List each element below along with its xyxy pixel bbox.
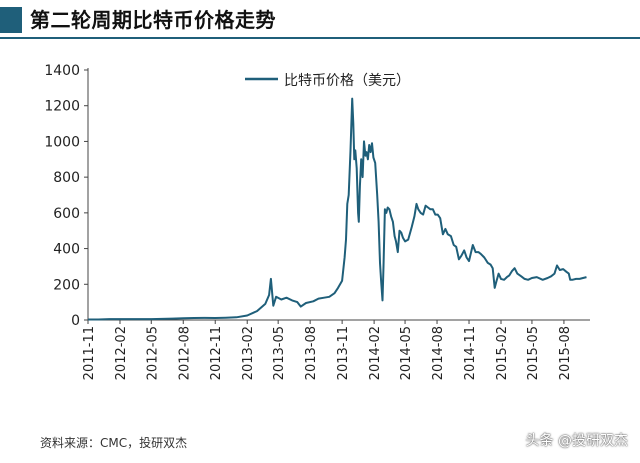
x-tick-label: 2013-05 (272, 326, 287, 380)
x-tick-label: 2014-11 (463, 326, 478, 380)
chart-legend: 比特币价格（美元） (245, 73, 410, 89)
title-accent-block (0, 7, 22, 33)
y-tick-label: 400 (53, 242, 80, 258)
title-underline (0, 37, 640, 39)
price-line-chart: 0 200 400 600 800 1000 1200 1400 2011-11 2012-02… (44, 63, 590, 380)
x-tick-label: 2015-02 (495, 326, 510, 380)
x-tick-label: 2015-05 (526, 326, 541, 380)
title-bar: 第二轮周期比特币价格走势 (0, 0, 640, 39)
y-tick-label: 200 (53, 277, 80, 293)
y-tick-label: 1000 (44, 134, 80, 150)
x-tick-label: 2013-02 (241, 326, 256, 380)
x-tick-label: 2011-11 (82, 326, 97, 380)
page-title: 第二轮周期比特币价格走势 (30, 8, 276, 32)
y-tick-label: 0 (71, 313, 80, 329)
x-tick-label: 2012-02 (114, 326, 129, 380)
x-tick-label: 2012-05 (145, 326, 160, 380)
series-line-bitcoin-price (88, 97, 587, 321)
chart-axes (87, 68, 590, 321)
legend-label: 比特币价格（美元） (284, 73, 410, 89)
source-note: 资料来源：CMC，投研双杰 (40, 436, 188, 450)
y-axis-ticks: 0 200 400 600 800 1000 1200 1400 (44, 63, 88, 329)
y-tick-label: 1400 (44, 63, 80, 79)
plot-area (88, 97, 587, 321)
x-tick-label: 2013-08 (304, 326, 319, 380)
x-tick-label: 2014-08 (431, 326, 446, 380)
x-tick-label: 2012-08 (177, 326, 192, 380)
x-tick-label: 2012-11 (209, 326, 224, 380)
x-tick-label: 2013-11 (336, 326, 351, 380)
watermark: 头条 @投研双杰 (525, 433, 628, 449)
x-tick-label: 2014-05 (399, 326, 414, 380)
y-tick-label: 1200 (44, 99, 80, 115)
y-tick-label: 800 (53, 170, 80, 186)
y-tick-label: 600 (53, 206, 80, 222)
x-axis-ticks: 2011-11 2012-02 2012-05 2012-08 2012-11 2013-… (82, 320, 573, 380)
x-tick-label: 2015-08 (558, 326, 573, 380)
x-tick-label: 2014-02 (368, 326, 383, 380)
